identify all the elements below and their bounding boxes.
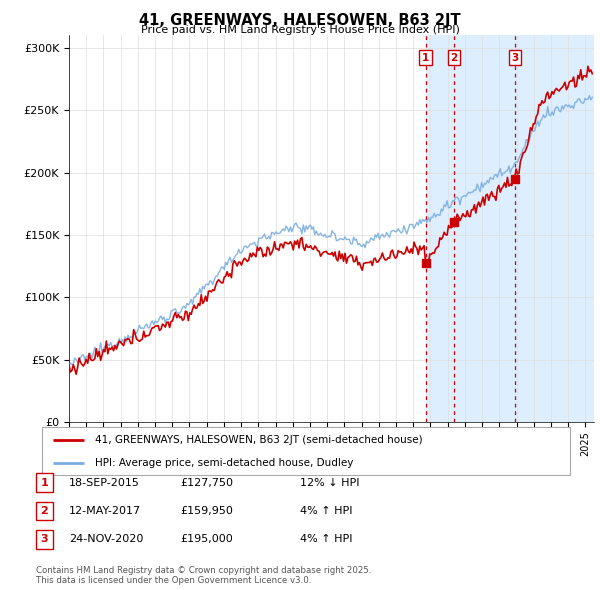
Text: 1: 1 (41, 478, 48, 487)
Text: Price paid vs. HM Land Registry's House Price Index (HPI): Price paid vs. HM Land Registry's House … (140, 25, 460, 35)
Text: Contains HM Land Registry data © Crown copyright and database right 2025.
This d: Contains HM Land Registry data © Crown c… (36, 566, 371, 585)
Text: 41, GREENWAYS, HALESOWEN, B63 2JT (semi-detached house): 41, GREENWAYS, HALESOWEN, B63 2JT (semi-… (95, 435, 422, 445)
Text: 12% ↓ HPI: 12% ↓ HPI (300, 478, 359, 487)
Text: £159,950: £159,950 (180, 506, 233, 516)
Text: £127,750: £127,750 (180, 478, 233, 487)
Text: 41, GREENWAYS, HALESOWEN, B63 2JT: 41, GREENWAYS, HALESOWEN, B63 2JT (139, 13, 461, 28)
Text: 12-MAY-2017: 12-MAY-2017 (69, 506, 141, 516)
Text: 24-NOV-2020: 24-NOV-2020 (69, 535, 143, 544)
Bar (425, 35, 594, 422)
Text: 1: 1 (422, 53, 429, 63)
Text: 2: 2 (41, 506, 48, 516)
Text: 2: 2 (450, 53, 458, 63)
Text: 18-SEP-2015: 18-SEP-2015 (69, 478, 140, 487)
Text: 4% ↑ HPI: 4% ↑ HPI (300, 535, 353, 544)
Text: 4% ↑ HPI: 4% ↑ HPI (300, 506, 353, 516)
Text: 3: 3 (511, 53, 518, 63)
Text: HPI: Average price, semi-detached house, Dudley: HPI: Average price, semi-detached house,… (95, 458, 353, 468)
Text: 3: 3 (41, 535, 48, 544)
Text: £195,000: £195,000 (180, 535, 233, 544)
